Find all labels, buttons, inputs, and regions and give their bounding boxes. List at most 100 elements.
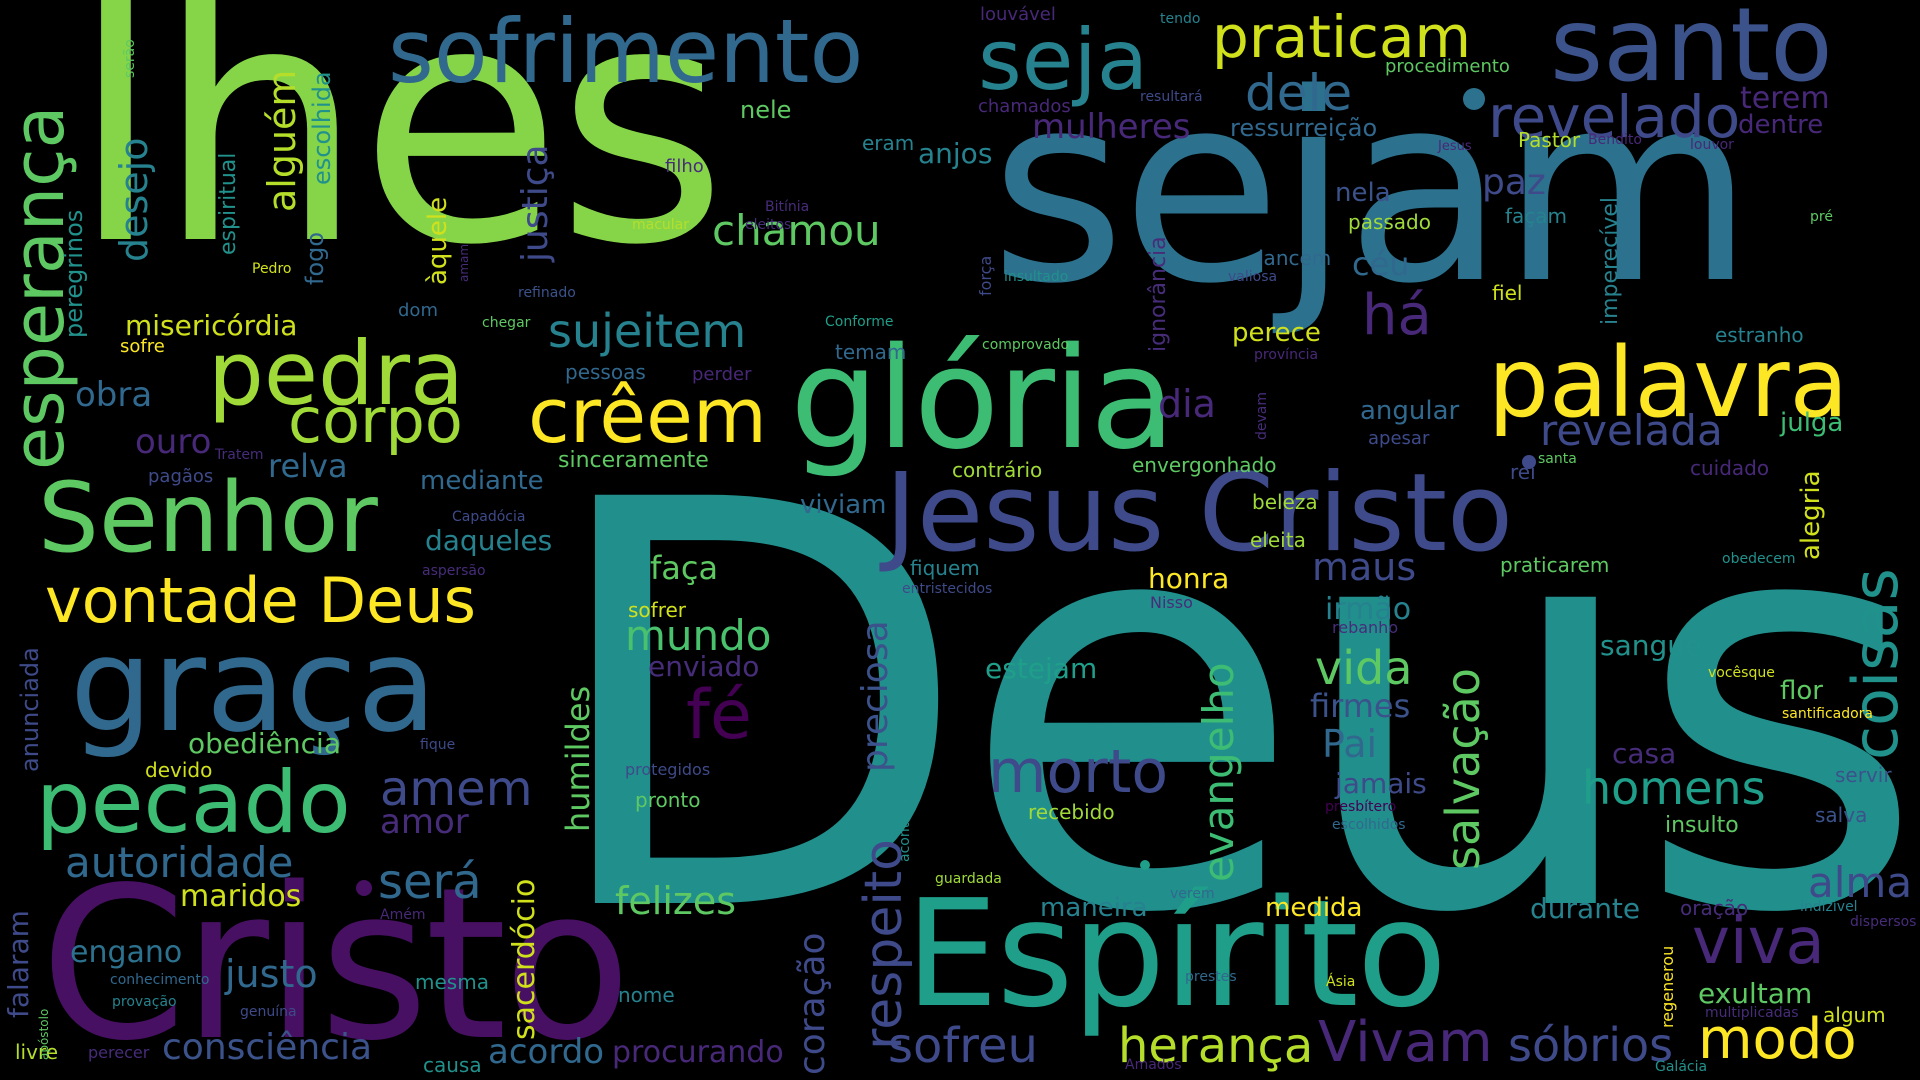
word-chegar: chegar bbox=[482, 315, 531, 331]
word-nela: nela bbox=[1335, 178, 1391, 208]
word-anjos: anjos bbox=[918, 137, 993, 170]
word-viviam: viviam bbox=[800, 490, 887, 520]
word-alguem: alguém bbox=[260, 69, 304, 212]
word-asia: prestes bbox=[1185, 969, 1237, 985]
word-eleita: eleita bbox=[1250, 528, 1306, 552]
word-ceu: céu bbox=[1352, 245, 1410, 283]
word-julga: julga bbox=[1780, 408, 1844, 438]
word-regenerou: Ásia bbox=[1326, 974, 1356, 990]
accent-dot bbox=[1140, 860, 1150, 870]
word-ha: há bbox=[1362, 283, 1432, 348]
word-fe: fé bbox=[686, 676, 752, 755]
word-daqueles: daqueles bbox=[425, 524, 553, 557]
word-maus: maus bbox=[1312, 545, 1417, 589]
word-jamais: jamais bbox=[1335, 767, 1427, 800]
word-aquele: àquele bbox=[423, 196, 453, 285]
word-estejam: estejam bbox=[985, 652, 1098, 685]
word-procurando: procurando bbox=[612, 1035, 784, 1070]
word-dispersos: indizível bbox=[1800, 899, 1858, 915]
word-santo: santo bbox=[1550, 0, 1833, 105]
word-nisso: entristecidos bbox=[902, 581, 993, 597]
word-guardada: acontece bbox=[897, 797, 913, 862]
word-obedecem: rebanho bbox=[1332, 618, 1399, 637]
word-pastor: Pastor bbox=[1518, 128, 1581, 152]
word-seja: seja bbox=[978, 11, 1149, 109]
word-cuidado: cuidado bbox=[1690, 456, 1770, 480]
word-ressurreicao: ressurreição bbox=[1230, 114, 1378, 142]
word-acontece: escolhidos bbox=[1332, 817, 1406, 833]
word-amados: regenerou bbox=[1658, 945, 1677, 1028]
word-estranho: estranho bbox=[1715, 323, 1804, 347]
word-modo: modo bbox=[1698, 1007, 1857, 1072]
word-fogo: fogo bbox=[301, 231, 329, 285]
word-apesar: devam bbox=[1254, 391, 1270, 440]
word-vida: vida bbox=[1315, 641, 1413, 695]
word-sujeitem: sujeitem bbox=[548, 304, 747, 358]
word-facam: façam bbox=[1505, 204, 1568, 228]
word-obra: obra bbox=[75, 375, 153, 415]
word-relva: relva bbox=[268, 447, 348, 485]
word-dia: dia bbox=[1158, 382, 1216, 426]
word-mesma: mesma bbox=[415, 970, 489, 994]
word-acordo: acordo bbox=[488, 1032, 605, 1072]
word-genuina: apóstolo bbox=[37, 1008, 51, 1060]
word-imperecivel: imperecível bbox=[1598, 196, 1623, 325]
word-beleza: beleza bbox=[1252, 490, 1318, 514]
word-chamou: chamou bbox=[712, 206, 881, 255]
word-valiosa: insultado bbox=[1004, 269, 1069, 285]
accent-dot bbox=[1522, 455, 1536, 469]
word-senhor: Senhor bbox=[38, 462, 378, 574]
word-tendo: tendo bbox=[1160, 11, 1201, 27]
word-comprovado: província bbox=[1254, 347, 1319, 363]
word-algum: algum bbox=[1823, 1003, 1886, 1027]
word-sejam: sejam bbox=[990, 39, 1754, 341]
word-mediante: mediante bbox=[420, 466, 544, 496]
word-amem-final: verem bbox=[1170, 886, 1215, 902]
word-filho: filho bbox=[665, 156, 704, 177]
word-alegria: alegria bbox=[1796, 470, 1826, 560]
word-perece: perece bbox=[1232, 318, 1321, 348]
word-irmao: irmão bbox=[1325, 592, 1412, 627]
word-chamados: chamados bbox=[978, 96, 1071, 117]
word-autoridade: autoridade bbox=[65, 838, 294, 887]
word-perder: comprovado bbox=[982, 337, 1070, 353]
word-jesus-cristo: Jesus Cristo bbox=[885, 451, 1514, 576]
word-devido: devido bbox=[145, 758, 213, 782]
word-pedra: pedra bbox=[208, 322, 464, 425]
word-salvacao: salvação bbox=[1436, 668, 1490, 870]
word-insulto: insulto bbox=[1665, 813, 1739, 838]
word-preciosa: preciosa bbox=[855, 620, 896, 772]
word-enviado: enviado bbox=[648, 650, 760, 683]
word-multiplicadas: Amados bbox=[1125, 1057, 1182, 1073]
word-desejo: desejo bbox=[112, 137, 156, 262]
word-lhes: lhes bbox=[70, 0, 728, 317]
word-sacerdocio: sacerdócio bbox=[507, 878, 542, 1040]
word-creem: crêem bbox=[528, 371, 767, 460]
word-palavra: palavra bbox=[1488, 327, 1849, 439]
accent-dot bbox=[356, 880, 372, 896]
word-maridos: maridos bbox=[180, 879, 302, 914]
word-dentre: dentre bbox=[1738, 110, 1824, 140]
word-peregrinos: peregrinos bbox=[60, 209, 88, 338]
word-fique: santificadora bbox=[1782, 706, 1874, 722]
word-pagaos: pagãos bbox=[148, 466, 214, 487]
word-sofrer: sofrer bbox=[628, 598, 687, 622]
word-revelado: revelado bbox=[1488, 83, 1741, 151]
word-vocesque: obedecem bbox=[1722, 551, 1796, 567]
word-coracao: coração bbox=[792, 932, 833, 1075]
word-bendito: Bendito bbox=[1588, 132, 1642, 148]
word-louvor: louvor bbox=[1690, 137, 1734, 153]
word-protegidos: fique bbox=[420, 737, 456, 753]
word-pecado: pecado bbox=[36, 753, 351, 853]
word-dom: dom bbox=[398, 300, 438, 321]
word-envergonhado: envergonhado bbox=[1132, 453, 1277, 477]
word-pronto: pronto bbox=[635, 788, 701, 812]
word-galacia: multiplicadas bbox=[1705, 1005, 1799, 1021]
word-misericordia: misericórdia bbox=[125, 309, 298, 342]
word-justo: justo bbox=[225, 952, 318, 996]
word-cristo: Cristo bbox=[40, 842, 632, 1080]
word-refinado: refinado bbox=[518, 285, 576, 301]
word-eleitos: eleitos bbox=[745, 217, 792, 233]
word-mulheres: mulheres bbox=[1032, 107, 1191, 147]
word-sera: será bbox=[378, 854, 482, 910]
